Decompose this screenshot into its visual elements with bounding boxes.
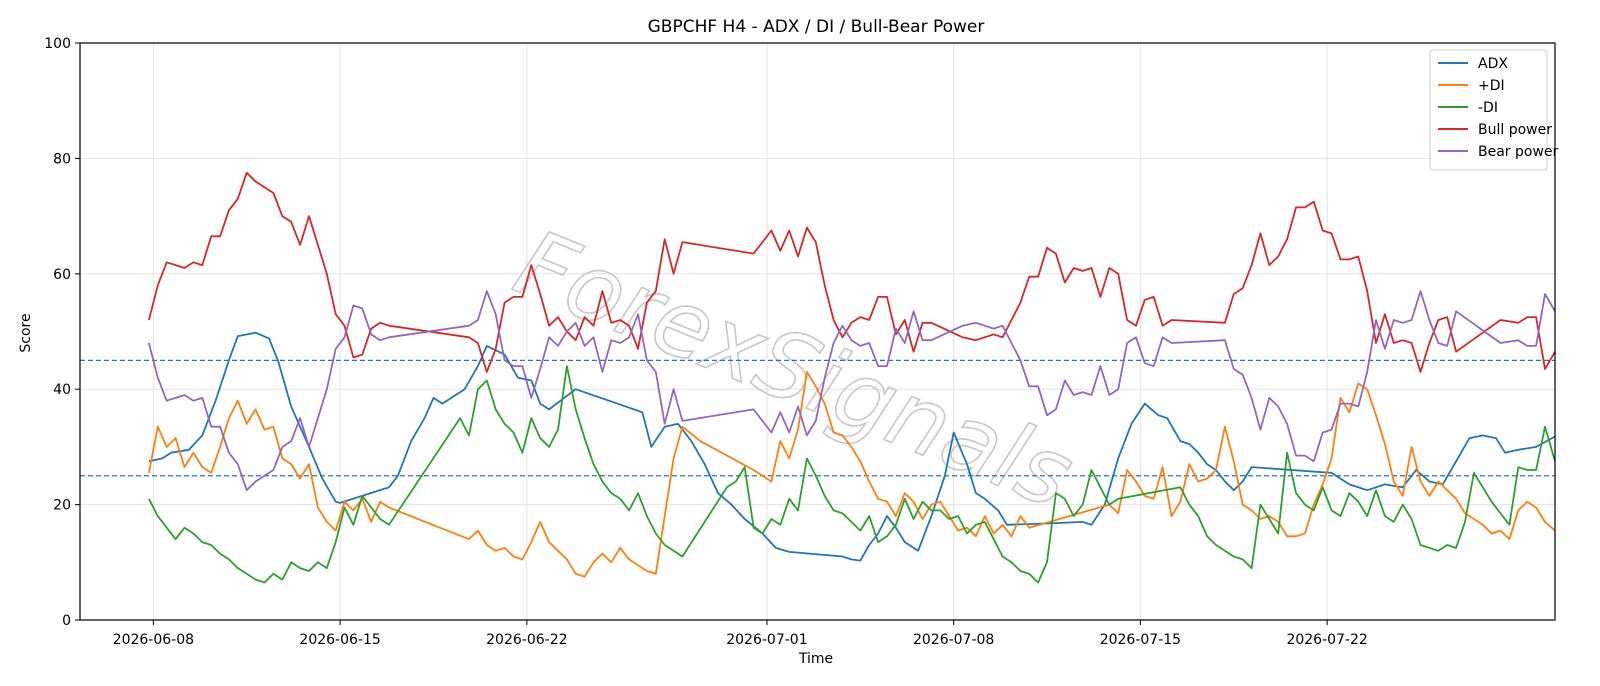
x-tick-label: 2026-06-22	[486, 632, 567, 648]
y-axis-label: Score	[18, 313, 34, 352]
x-axis: 2026-06-08 2026-06-15 2026-06-22 2026-07-01…	[113, 620, 1368, 648]
y-axis: 0 20 40 60 80 100	[44, 36, 80, 629]
chart-title: GBPCHF H4 - ADX / DI / Bull-Bear Power	[648, 17, 985, 37]
x-tick-label: 2026-06-08	[113, 632, 194, 648]
reference-lines	[80, 359, 1555, 477]
series-line-bear-power	[148, 290, 1556, 492]
y-tick-label: 60	[53, 267, 71, 283]
x-tick-label: 2026-07-22	[1286, 632, 1367, 648]
series-line-minus-di	[148, 365, 1556, 584]
y-tick-label: 20	[53, 498, 71, 514]
plot-frame	[79, 42, 1556, 621]
x-tick-label: 2026-07-01	[726, 632, 807, 648]
legend-box	[1429, 49, 1548, 171]
y-tick-label: 0	[62, 613, 71, 629]
x-axis-label: Time	[798, 651, 833, 667]
x-tick-label: 2026-07-15	[1100, 632, 1181, 648]
y-tick-label: 40	[53, 382, 71, 398]
legend-label: +DI	[1478, 78, 1505, 94]
y-tick-label: 80	[53, 151, 71, 167]
legend-label: Bull power	[1478, 122, 1552, 138]
series-line-bull-power	[148, 171, 1556, 373]
y-tick-label: 100	[44, 36, 71, 52]
x-tick-label: 2026-06-15	[299, 632, 380, 648]
x-tick-label: 2026-07-08	[913, 632, 994, 648]
series-line-plus-di	[148, 371, 1556, 578]
legend: ADX +DI -DI Bull power Bear power	[1429, 49, 1559, 171]
legend-label: Bear power	[1478, 144, 1559, 160]
series-layer	[148, 171, 1556, 584]
legend-label: -DI	[1478, 100, 1498, 116]
legend-label: ADX	[1478, 56, 1508, 72]
